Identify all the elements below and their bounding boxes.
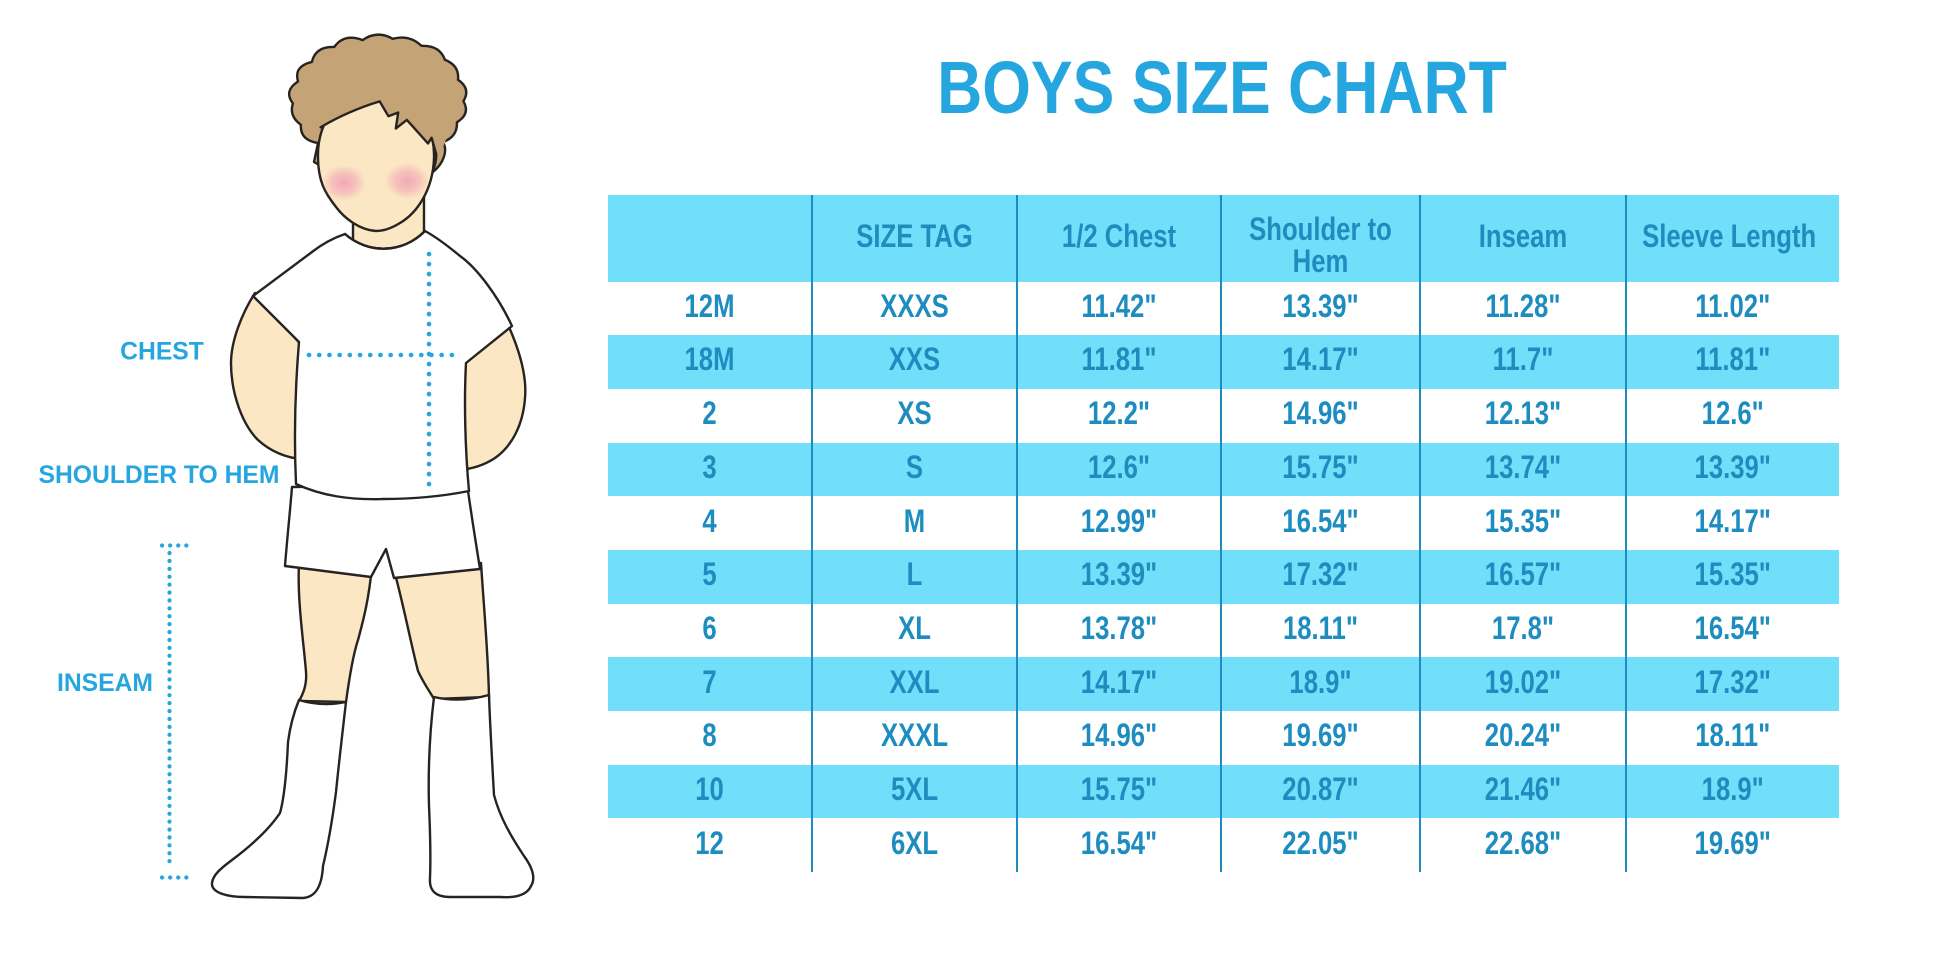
svg-text:CHEST: CHEST [120,339,204,366]
svg-text:INSEAM: INSEAM [57,670,153,697]
svg-text:SHOULDER TO HEM: SHOULDER TO HEM [39,462,280,489]
